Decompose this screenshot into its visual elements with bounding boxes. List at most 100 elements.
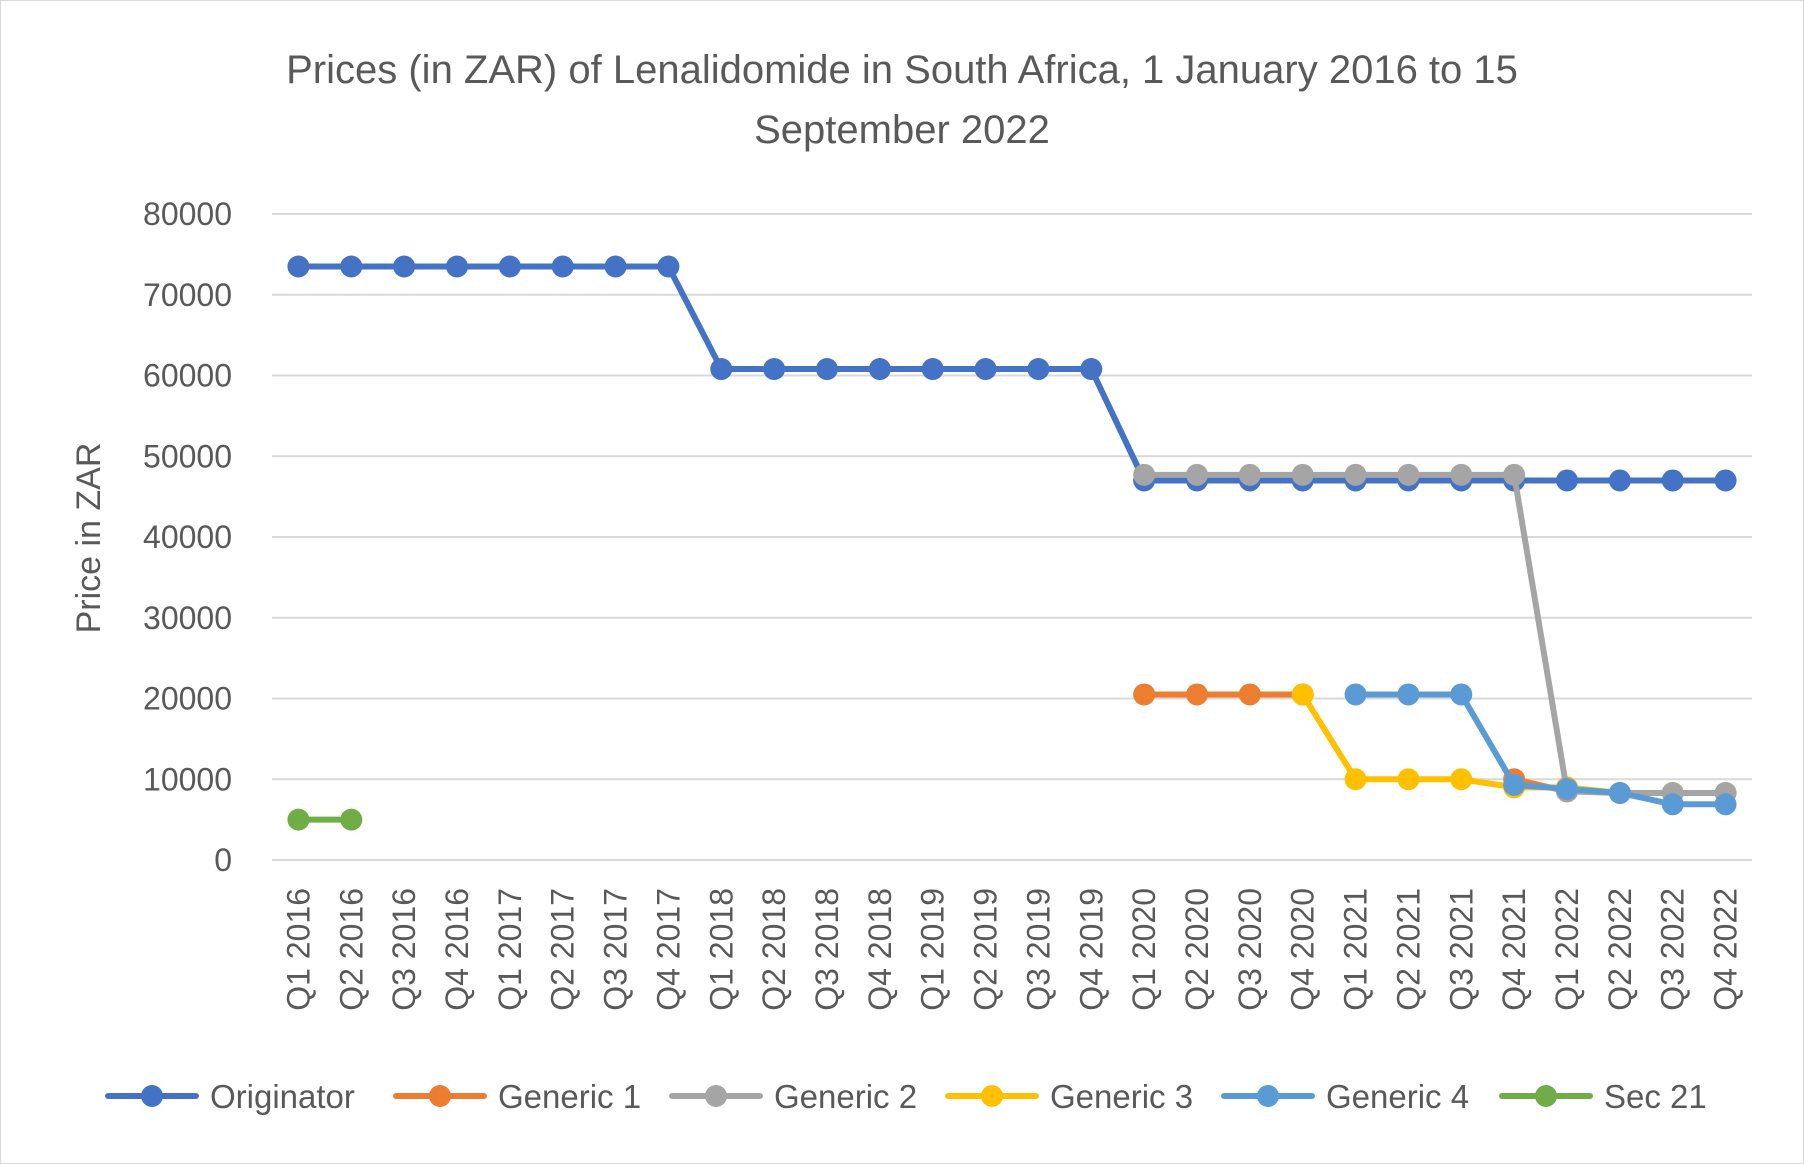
data-point — [340, 255, 363, 278]
legend: Originator Generic 1 Generic 2 Generic 3 Gen… — [105, 1078, 1707, 1115]
data-point — [1661, 469, 1684, 492]
y-tick-label: 20000 — [143, 681, 232, 717]
data-point — [1344, 463, 1367, 486]
x-tick-label: Q1 2018 — [703, 888, 739, 1011]
legend-item-generic-3: Generic 3 — [945, 1078, 1193, 1115]
legend-label: Generic 2 — [774, 1078, 917, 1115]
y-tick-label: 40000 — [143, 519, 232, 555]
legend-label: Generic 4 — [1326, 1078, 1469, 1115]
x-tick-label: Q1 2019 — [915, 888, 951, 1011]
data-point — [446, 255, 468, 278]
data-point — [1556, 777, 1578, 800]
legend-marker — [141, 1085, 163, 1107]
data-point — [1661, 793, 1684, 816]
data-point — [974, 358, 997, 381]
x-tick-label: Q4 2021 — [1496, 888, 1532, 1011]
x-tick-label: Q3 2018 — [809, 888, 845, 1011]
x-tick-label: Q2 2016 — [333, 888, 369, 1011]
data-point — [710, 358, 733, 381]
x-tick-label: Q1 2022 — [1549, 888, 1585, 1011]
data-point — [1238, 463, 1261, 486]
x-tick-label: Q2 2020 — [1179, 888, 1215, 1011]
x-tick-label: Q4 2022 — [1708, 888, 1744, 1011]
x-tick-label: Q2 2021 — [1390, 888, 1426, 1011]
data-point — [763, 358, 786, 381]
data-point — [1186, 683, 1208, 706]
series-lines — [287, 255, 1737, 831]
x-tick-label: Q3 2017 — [598, 888, 634, 1011]
legend-label: Generic 1 — [498, 1078, 641, 1115]
series-line — [295, 263, 1729, 484]
data-point — [1450, 463, 1473, 486]
y-tick-label: 0 — [214, 842, 232, 878]
x-tick-label: Q2 2017 — [545, 888, 581, 1011]
data-point — [921, 358, 944, 381]
x-tick-label: Q3 2016 — [386, 888, 422, 1011]
legend-marker — [1535, 1085, 1557, 1107]
data-point — [1238, 683, 1261, 706]
data-point — [1080, 358, 1103, 381]
x-tick-label: Q1 2017 — [492, 888, 528, 1011]
chart-title-line-2: September 2022 — [754, 108, 1050, 152]
data-point — [1450, 768, 1473, 791]
data-point — [551, 255, 574, 278]
chart-title: Prices (in ZAR) of Lenalidomide in South… — [286, 48, 1518, 152]
data-point — [657, 255, 680, 278]
legend-marker — [981, 1085, 1003, 1107]
data-point — [1714, 793, 1737, 816]
series-generic-4 — [1344, 683, 1737, 816]
y-tick-label: 50000 — [143, 438, 232, 474]
data-point — [1608, 469, 1631, 492]
x-tick-label: Q4 2016 — [439, 888, 475, 1011]
legend-item-generic-4: Generic 4 — [1221, 1078, 1469, 1115]
legend-label: Sec 21 — [1604, 1078, 1707, 1115]
legend-marker — [1257, 1085, 1279, 1107]
data-point — [1556, 469, 1578, 492]
data-point — [868, 358, 891, 381]
x-tick-label: Q3 2019 — [1020, 888, 1056, 1011]
x-tick-label: Q2 2018 — [756, 888, 792, 1011]
x-tick-label: Q3 2020 — [1232, 888, 1268, 1011]
legend-item-originator: Originator — [105, 1078, 355, 1115]
x-tick-label: Q4 2017 — [650, 888, 686, 1011]
data-point — [1291, 683, 1314, 706]
data-point — [1027, 358, 1050, 381]
data-point — [1186, 463, 1208, 486]
x-tick-label: Q2 2019 — [968, 888, 1004, 1011]
chart-title-line-1: Prices (in ZAR) of Lenalidomide in South… — [286, 48, 1518, 92]
data-point — [1608, 781, 1631, 804]
x-tick-label: Q3 2022 — [1655, 888, 1691, 1011]
x-tick-label: Q4 2020 — [1285, 888, 1321, 1011]
y-axis-label: Price in ZAR — [70, 443, 108, 634]
y-tick-label: 80000 — [143, 196, 232, 232]
x-tick-label: Q1 2021 — [1338, 888, 1374, 1011]
x-tick-label: Q4 2018 — [862, 888, 898, 1011]
legend-marker — [705, 1085, 727, 1107]
x-tick-label: Q4 2019 — [1073, 888, 1109, 1011]
x-tick-label: Q2 2022 — [1602, 888, 1638, 1011]
x-tick-label: Q1 2020 — [1126, 888, 1162, 1011]
data-point — [498, 255, 521, 278]
legend-marker — [429, 1085, 451, 1107]
data-point — [287, 255, 310, 278]
y-axis-ticks: 0 10000 20000 30000 40000 50000 60000 70000 8000… — [143, 196, 232, 878]
data-point — [1450, 683, 1473, 706]
data-point — [1133, 463, 1156, 486]
series-sec-21 — [287, 808, 363, 831]
y-tick-label: 30000 — [143, 600, 232, 636]
data-point — [1714, 469, 1737, 492]
legend-label: Generic 3 — [1050, 1078, 1193, 1115]
legend-label: Originator — [210, 1078, 355, 1115]
x-tick-label: Q3 2021 — [1443, 888, 1479, 1011]
x-axis-ticks: Q1 2016 Q2 2016 Q3 2016 Q4 2016 Q1 2017 Q2 20… — [280, 888, 1743, 1011]
data-point — [1397, 768, 1420, 791]
gridlines — [272, 213, 1752, 861]
data-point — [340, 808, 363, 831]
data-point — [393, 255, 416, 278]
legend-item-generic-2: Generic 2 — [669, 1078, 917, 1115]
series-generic-2 — [1133, 463, 1737, 804]
legend-item-generic-1: Generic 1 — [393, 1078, 641, 1115]
y-tick-label: 60000 — [143, 358, 232, 394]
